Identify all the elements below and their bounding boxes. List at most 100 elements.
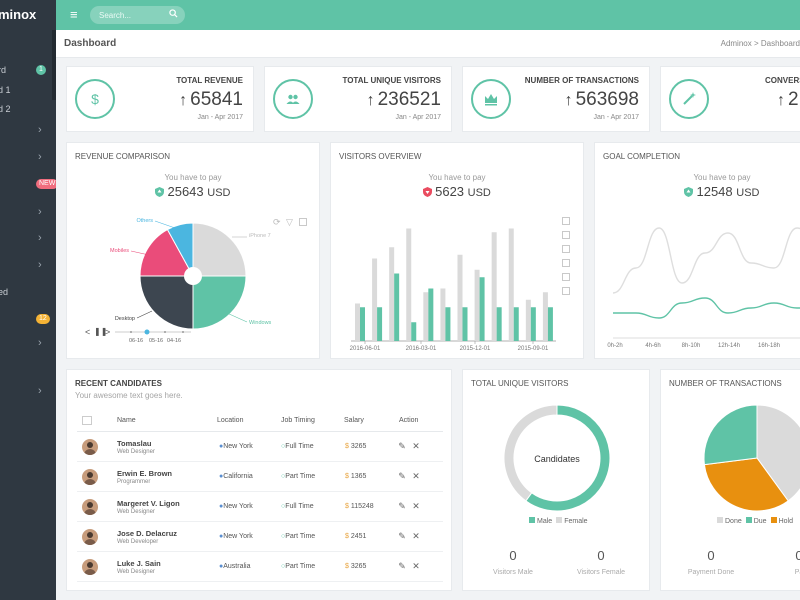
pie-label-line [154,220,176,229]
timeline-label: 05-16 [149,338,164,344]
salary-text: 115248 [350,503,374,510]
chevron-right-icon: › [38,232,42,244]
sidebar-scrollbar[interactable] [52,30,56,100]
pie-label: Others [136,218,153,224]
delete-icon[interactable]: ✕ [412,441,420,451]
legend-label: Due [753,518,767,525]
candidate-role: Web Designer [117,569,155,575]
bar-grey [372,258,378,341]
sidebar-item[interactable]: › [0,231,56,249]
column-header[interactable]: Location [217,417,244,424]
delete-icon[interactable]: ✕ [412,471,420,481]
x-tick-label: 2016-06-01 [350,346,381,352]
delete-icon[interactable]: ✕ [412,531,420,541]
arrow-up-icon: ↑ [179,92,188,109]
search-icon[interactable] [169,9,178,21]
search-input[interactable] [90,6,170,24]
chart-legend: Done Due Hold [713,517,793,525]
stat-card-revenue: $ TOTAL REVENUE ↑ 65841 Jan - Apr 2017 [66,66,254,132]
pay-unit: USD [736,187,760,199]
edit-icon[interactable]: ✎ [398,531,406,541]
bar-chart-icon[interactable] [562,259,570,267]
timeline-next-icon[interactable]: > [105,327,111,337]
zoom-reset-icon[interactable] [562,231,570,239]
edit-icon[interactable]: ✎ [398,441,406,451]
sidebar-item[interactable]: d 2 [0,101,56,119]
pie-label-line [226,312,248,323]
legend-swatch [770,517,777,523]
save-icon[interactable] [299,218,307,226]
brand-logo[interactable]: minox [0,0,56,30]
line-chart-icon[interactable] [562,245,570,253]
sidebar-item[interactable]: › [0,123,56,141]
dollar-icon: $ [345,473,351,480]
bar-green [513,307,519,341]
zoom-icon[interactable] [562,217,570,225]
transactions-card: NUMBER OF TRANSACTIONS Done Due Hold 0 Pay… [660,369,800,591]
candidate-name[interactable]: Luke J. Sain [117,559,161,568]
sidebar-badge: 12 [36,314,50,324]
map-pin-icon: ● [219,473,224,480]
restore-icon[interactable] [562,287,570,295]
delete-icon[interactable]: ✕ [412,501,420,511]
goal-line-chart: 0h-2h 4h-6h 8h-10h 12h-14h 16h-18h [607,227,800,349]
count-value: 0 [707,548,715,563]
bar-green [360,307,365,341]
breadcrumb[interactable]: Adminox > Dashboard [720,39,800,48]
sidebar-item-label: ed [0,287,9,297]
sidebar-item[interactable]: d 1 [0,82,56,100]
candidate-job-timing: ○Part Time [281,473,315,480]
menu-toggle-icon[interactable]: ≡ [70,7,78,22]
stat-period: Jan - Apr 2017 [197,114,243,121]
column-header[interactable]: Job Timing [281,417,315,424]
column-header[interactable]: Name [117,417,136,424]
sidebar-item[interactable]: › [0,384,56,402]
sidebar-item[interactable]: ed [0,284,56,302]
select-all-checkbox[interactable] [82,416,92,425]
edit-icon[interactable]: ✎ [398,471,406,481]
timeline-prev-icon[interactable]: < [85,327,91,337]
sidebar-item[interactable]: › [0,150,56,168]
refresh-icon[interactable]: ⟳ [273,217,281,227]
timeline-pause-icon[interactable]: ❚❚ [94,327,108,336]
candidate-name[interactable]: Tomaslau [117,439,152,448]
arrow-up-icon: ↑ [564,92,573,109]
column-header[interactable]: Action [399,417,419,424]
sidebar-item-label: d 2 [0,104,11,114]
sidebar-item[interactable]: › [0,258,56,276]
candidate-name[interactable]: Erwin E. Brown [117,469,173,478]
pie-slice-mobiles [139,228,194,277]
candidate-location: ●New York [219,503,253,510]
card-title: NUMBER OF TRANSACTIONS [669,379,782,388]
pie-label: iPhone 7 [249,233,271,239]
revenue-pie-chart: iPhone 7 Windows Desktop Mobiles Others [110,218,272,330]
location-text: California [223,473,253,480]
candidate-role: Web Developer [117,539,159,545]
sidebar-item[interactable]: 12 [0,311,56,329]
sidebar-item[interactable]: › [0,205,56,223]
edit-icon[interactable]: ✎ [398,561,406,571]
stack-icon[interactable] [562,273,570,281]
sidebar-item[interactable]: › [0,336,56,354]
salary-text: 2451 [350,533,367,540]
arrow-up-icon: ↑ [777,92,785,109]
timeline-handle[interactable] [144,329,150,335]
stat-value: ↑ 236521 [367,89,441,111]
clock-icon: ○ [281,533,286,540]
candidate-name[interactable]: Jose D. Delacruz [117,529,178,538]
filter-icon[interactable]: ▽ [286,217,293,227]
stat-title: TOTAL UNIQUE VISITORS [342,76,441,85]
timeline-slider[interactable] [113,327,193,349]
stat-number: 2 [788,89,799,110]
delete-icon[interactable]: ✕ [412,561,420,571]
column-header[interactable]: Salary [344,417,364,424]
edit-icon[interactable]: ✎ [398,501,406,511]
sidebar-item[interactable]: rd 1 [0,62,56,80]
x-tick-label: 16h-18h [758,343,780,349]
pay-value: 25643 USD [67,184,319,200]
bar-green [530,307,536,341]
sidebar-item[interactable]: NEW [0,176,56,194]
count-label: Visitors Male [493,569,533,576]
candidate-name[interactable]: Margeret V. Ligon [117,499,180,508]
timeline-label: 06-16 [129,338,144,344]
